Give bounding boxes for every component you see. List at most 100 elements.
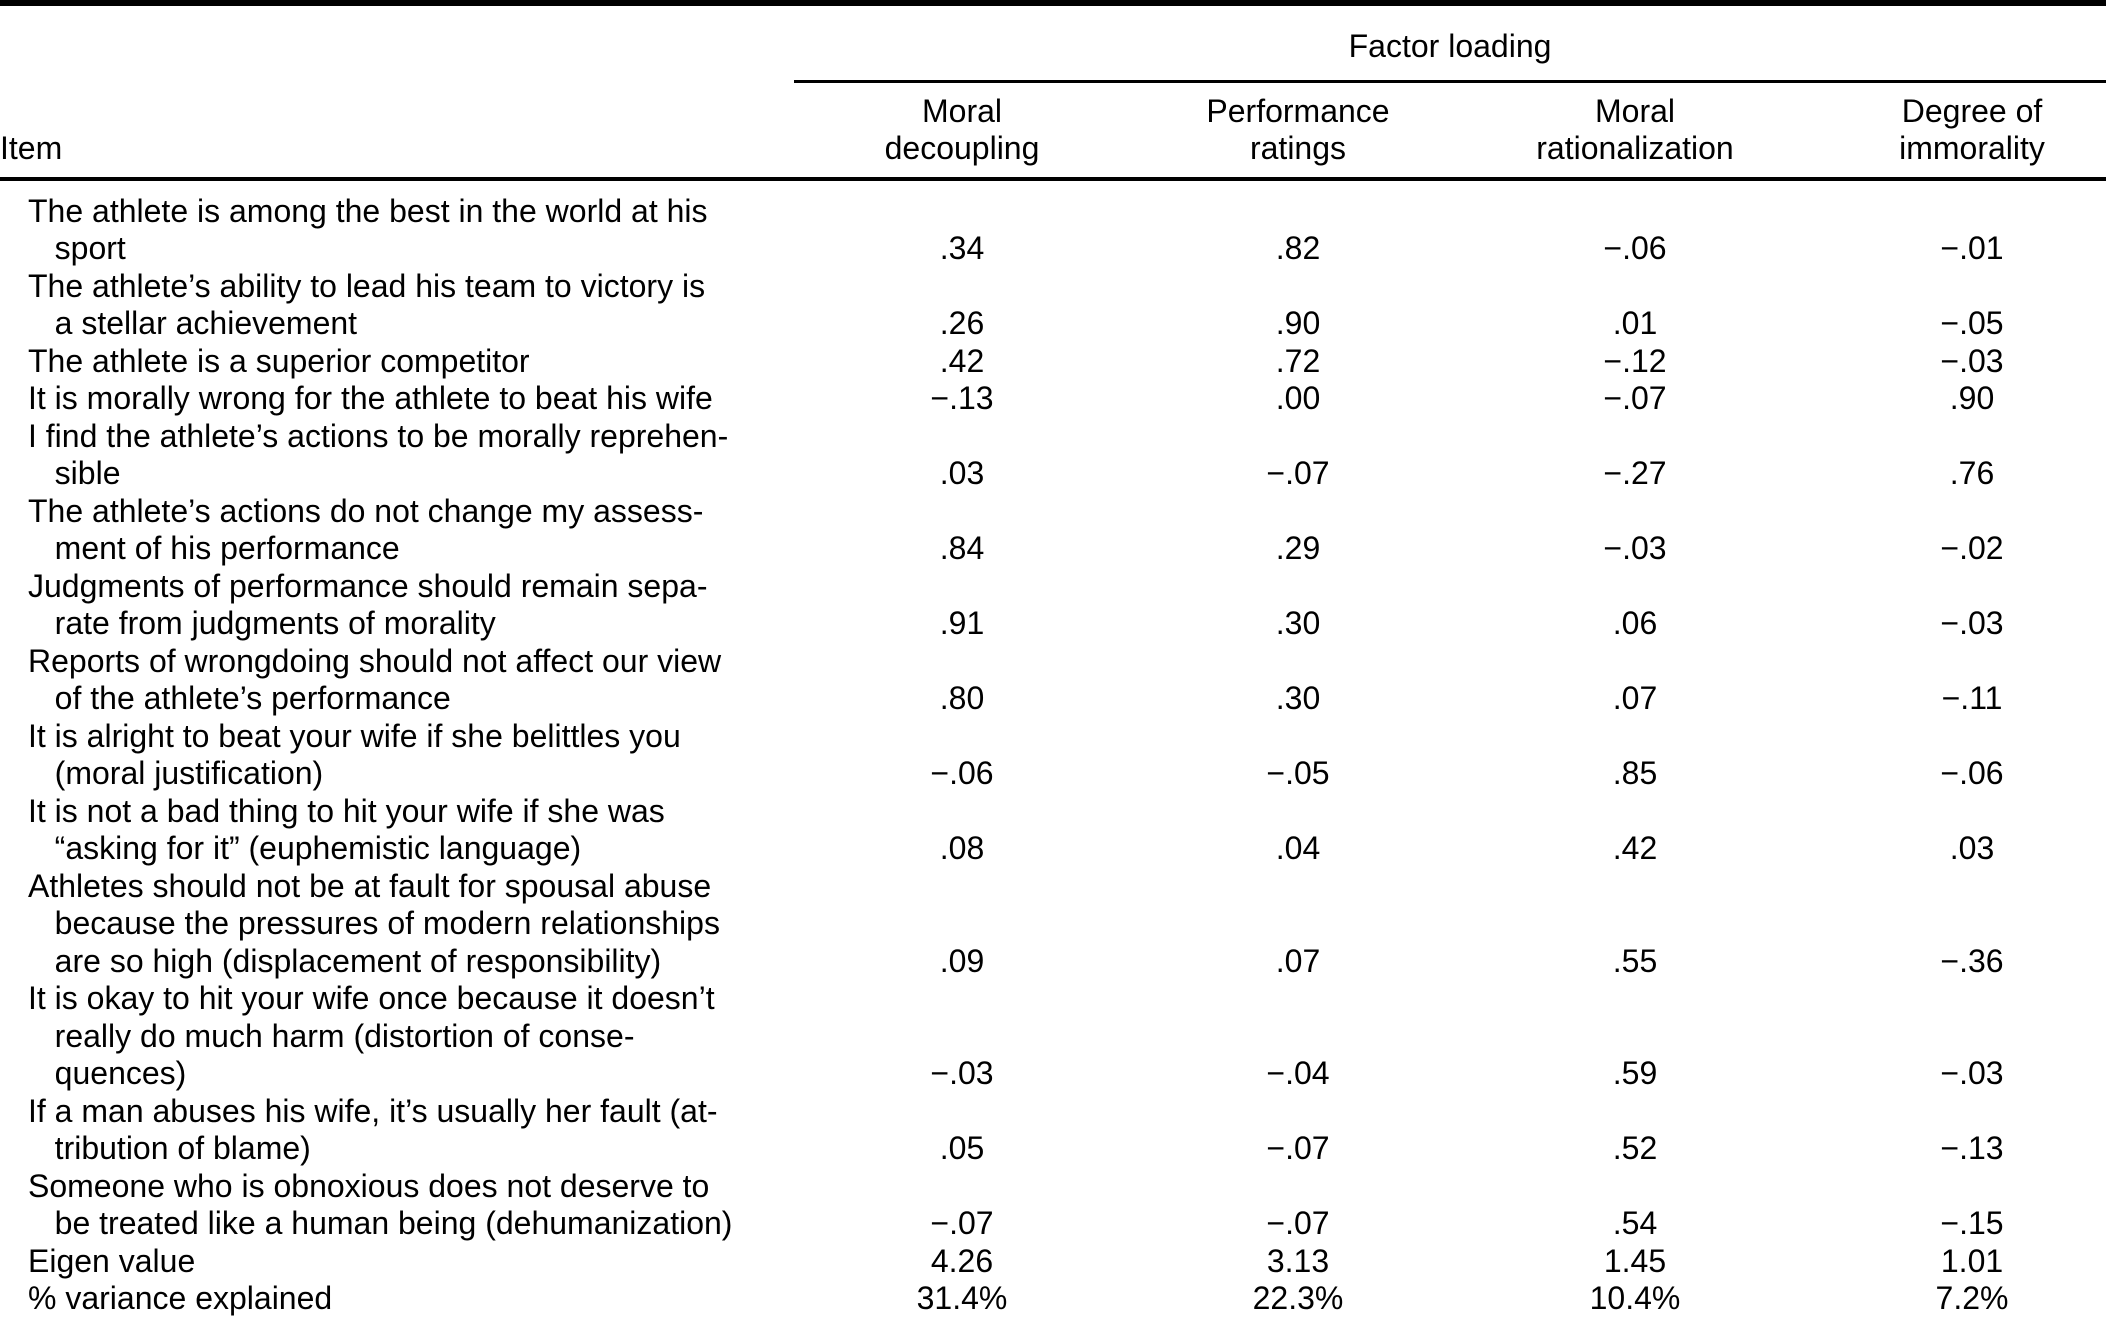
loading-value: .54 (1612, 1205, 1658, 1241)
column-header-moral-rationalization: Moral rationalization (1466, 81, 1804, 181)
item-text: It is not a bad thing to hit your wife i… (28, 792, 665, 867)
table-row: I find the athlete’s actions to be moral… (0, 418, 2106, 493)
column-header-row: Item Moral decoupling Performance rating… (0, 81, 2106, 181)
item-text: Someone who is obnoxious does not deserv… (28, 1167, 733, 1242)
loading-value: .82 (1275, 230, 1321, 266)
table-row: The athlete’s ability to lead his team t… (0, 268, 2106, 343)
item-text: It is okay to hit your wife once because… (28, 980, 715, 1091)
loading-value: .55 (1612, 942, 1658, 979)
loading-value: .42 (939, 342, 985, 379)
item-text: I find the athlete’s actions to be moral… (28, 417, 729, 492)
variance-value: 10.4% (1589, 1280, 1681, 1316)
table-row: Reports of wrongdoing should not affect … (0, 643, 2106, 718)
loading-value: −.05 (1266, 755, 1330, 791)
table-row-variance-explained: % variance explained 31.4% 22.3% 10.4% 7… (0, 1280, 2106, 1318)
loading-value: .03 (939, 455, 985, 491)
loading-value: .34 (939, 230, 985, 266)
item-text: The athlete’s ability to lead his team t… (28, 267, 706, 342)
table-row: It is morally wrong for the athlete to b… (0, 380, 2106, 418)
loading-value: −.13 (930, 380, 994, 416)
loading-value: −.07 (1266, 1130, 1330, 1166)
loading-value: .26 (939, 305, 985, 341)
loading-value: .09 (939, 942, 985, 979)
loading-value: .59 (1612, 1055, 1658, 1091)
item-text: The athlete is a superior competitor (28, 342, 530, 379)
eigen-value: 1.45 (1603, 1242, 1667, 1279)
loading-value: .30 (1275, 605, 1321, 641)
loading-value: .00 (1275, 380, 1321, 416)
table-row: The athlete is a superior competitor .42… (0, 343, 2106, 381)
table-row: It is not a bad thing to hit your wife i… (0, 793, 2106, 868)
table-row: It is alright to beat your wife if she b… (0, 718, 2106, 793)
column-header-degree-of-immorality: Degree of immorality (1804, 81, 2106, 181)
loading-value: .30 (1275, 680, 1321, 716)
loading-value: .29 (1275, 530, 1321, 566)
loading-value: .76 (1949, 455, 1995, 491)
loading-value: −.02 (1940, 530, 2004, 566)
item-text: If a man abuses his wife, it’s usually h… (28, 1092, 718, 1167)
variance-value: 22.3% (1252, 1280, 1344, 1316)
loading-value: −.01 (1940, 230, 2004, 266)
loading-value: .80 (939, 680, 985, 716)
loading-value: −.04 (1266, 1055, 1330, 1091)
loading-value: −.12 (1603, 342, 1667, 379)
spanner-spacer (0, 6, 794, 81)
spanner-row: Factor loading (0, 6, 2106, 83)
loading-value: .84 (939, 530, 985, 566)
item-text: Eigen value (28, 1242, 196, 1279)
loading-value: .04 (1275, 830, 1321, 866)
item-column-header: Item (0, 81, 794, 181)
item-text: Athletes should not be at fault for spou… (28, 867, 720, 979)
eigen-value: 3.13 (1266, 1242, 1330, 1279)
loading-value: −.07 (1603, 380, 1667, 416)
loading-value: .52 (1612, 1130, 1658, 1166)
loading-value: .42 (1612, 830, 1658, 866)
item-text: Reports of wrongdoing should not affect … (28, 642, 722, 717)
table-top-rule (0, 0, 2106, 6)
item-text: % variance explained (28, 1280, 333, 1316)
loading-value: −.06 (1940, 755, 2004, 791)
loading-value: −.11 (1941, 680, 2003, 716)
loading-value: −.03 (1603, 530, 1667, 566)
loading-value: .72 (1275, 342, 1321, 379)
factor-loading-table: Factor loading Item Moral decoupling Per… (0, 6, 2106, 1318)
loading-value: −.06 (1603, 230, 1667, 266)
spanner-heading: Factor loading (794, 6, 2106, 83)
variance-value: 7.2% (1935, 1280, 2009, 1316)
table-row: Judgments of performance should remain s… (0, 568, 2106, 643)
loading-value: −.07 (930, 1205, 994, 1241)
loading-value: −.27 (1603, 455, 1667, 491)
table-row: If a man abuses his wife, it’s usually h… (0, 1093, 2106, 1168)
loading-value: −.07 (1266, 455, 1330, 491)
loading-value: −.07 (1266, 1205, 1330, 1241)
loading-value: .85 (1612, 755, 1658, 791)
loading-value: −.36 (1940, 942, 2004, 979)
eigen-value: 4.26 (930, 1242, 994, 1279)
eigen-value: 1.01 (1940, 1242, 2004, 1279)
table-row: The athlete’s actions do not change my a… (0, 493, 2106, 568)
column-header-performance-ratings: Performance ratings (1130, 81, 1466, 181)
loading-value: .01 (1612, 305, 1658, 341)
loading-value: −.03 (1940, 342, 2004, 379)
loading-value: .07 (1612, 680, 1658, 716)
item-text: The athlete is among the best in the wor… (28, 192, 708, 267)
loading-value: .05 (939, 1130, 985, 1166)
loading-value: −.06 (930, 755, 994, 791)
loading-value: .06 (1612, 605, 1658, 641)
loading-value: .91 (939, 605, 985, 641)
loading-value: −.05 (1940, 305, 2004, 341)
table-row: The athlete is among the best in the wor… (0, 179, 2106, 268)
loading-value: −.13 (1940, 1130, 2004, 1166)
loading-value: .07 (1275, 942, 1321, 979)
table-row: It is okay to hit your wife once because… (0, 980, 2106, 1093)
table-row-eigen-value: Eigen value 4.26 3.13 1.45 1.01 (0, 1243, 2106, 1281)
loading-value: −.15 (1940, 1205, 2004, 1241)
loading-value: .90 (1949, 380, 1995, 416)
item-text: It is morally wrong for the athlete to b… (28, 380, 713, 416)
loading-value: −.03 (1940, 1055, 2004, 1091)
variance-value: 31.4% (916, 1280, 1008, 1316)
column-header-moral-decoupling: Moral decoupling (794, 81, 1130, 181)
item-text: It is alright to beat your wife if she b… (28, 717, 681, 792)
loading-value: −.03 (930, 1055, 994, 1091)
